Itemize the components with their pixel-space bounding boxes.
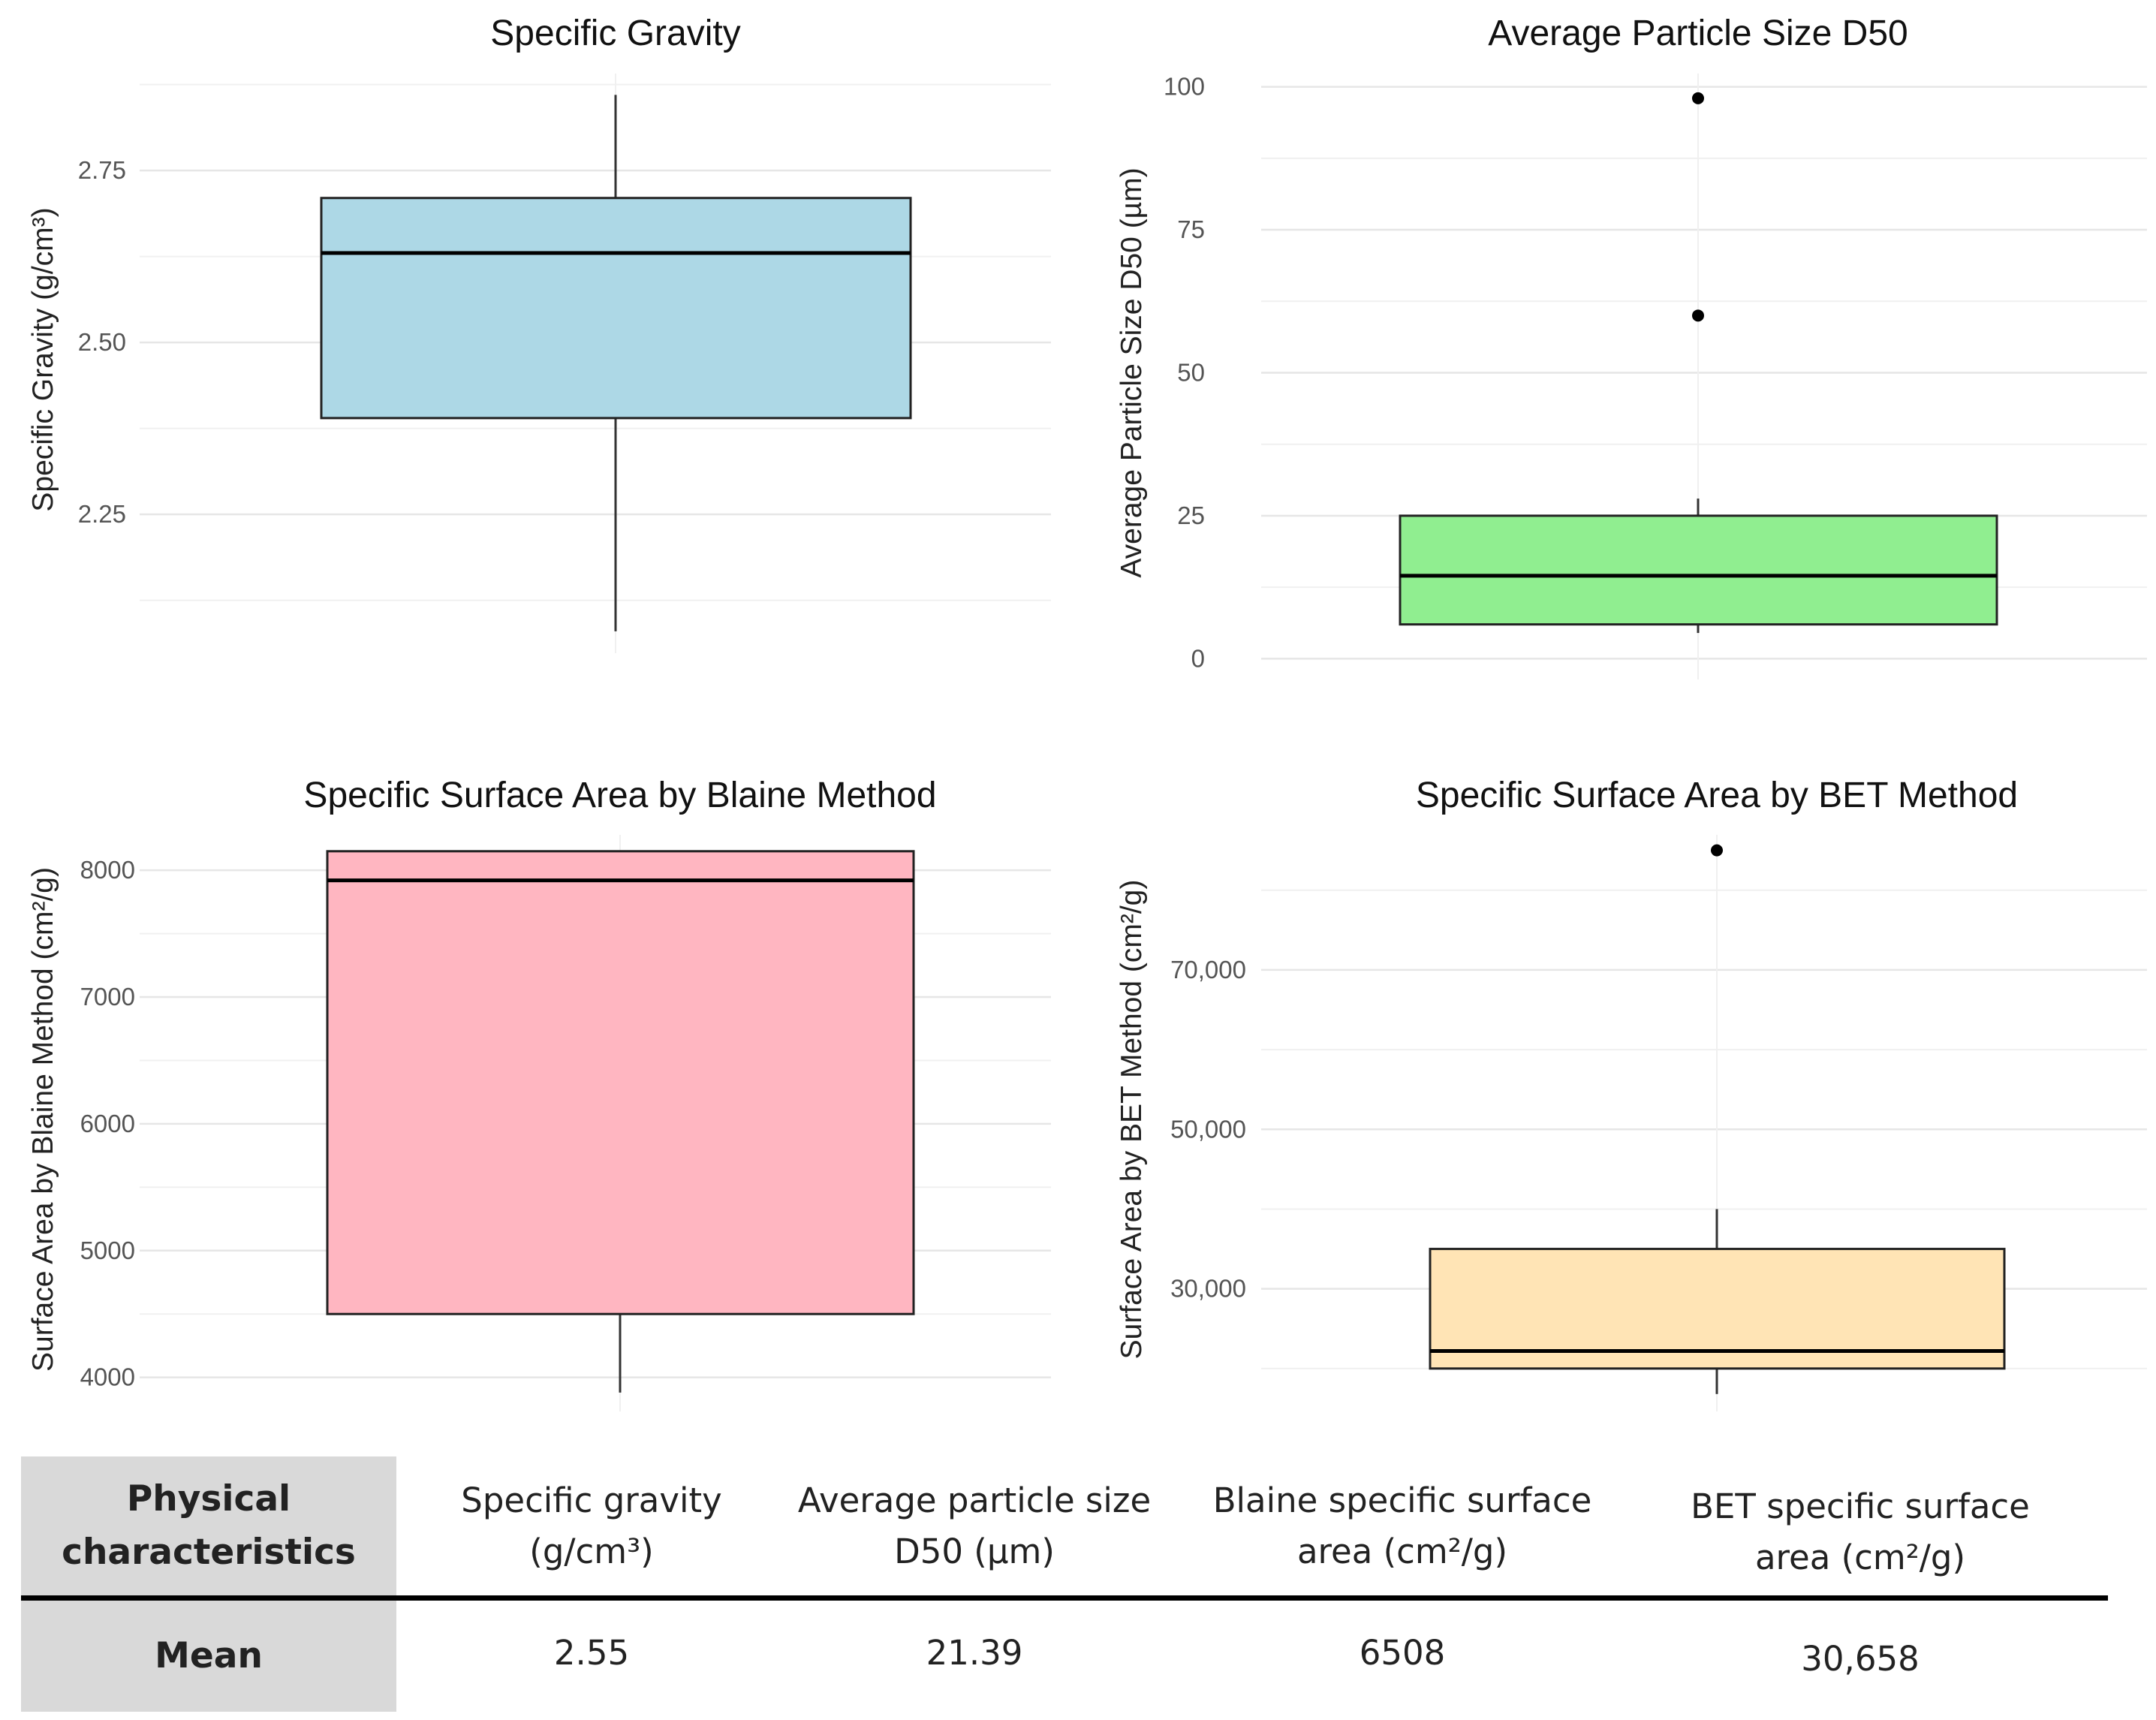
y-tick-label: 50,000	[1170, 1115, 1246, 1143]
y-axis-label: Surface Area by Blaine Method (cm²/g)	[27, 867, 59, 1372]
iqr-box	[320, 197, 912, 420]
y-tick-label: 30,000	[1170, 1275, 1246, 1303]
table-header-blaine-area: Blaine specific surface area (cm²/g)	[1212, 1481, 1592, 1571]
y-tick-label: 100	[1164, 73, 1205, 101]
table-header-bet-area: BET specific surface area (cm²/g)	[1691, 1487, 2030, 1577]
table-header-particle-size: Average particle size D50 (µm)	[797, 1481, 1152, 1571]
iqr-box	[1429, 1248, 2006, 1370]
table-divider-rule	[21, 1595, 2108, 1601]
y-tick-label: 2.25	[78, 500, 126, 528]
table-header-label: Physical characteristics	[21, 1456, 396, 1595]
y-tick-label: 8000	[80, 856, 135, 884]
outlier-point	[1711, 844, 1723, 857]
table-row-label-mean: Mean	[21, 1601, 396, 1712]
chart-title: Specific Surface Area by BET Method	[1416, 776, 2018, 815]
y-tick-label: 0	[1191, 644, 1205, 672]
table-value-blaine-area: 6508	[1359, 1633, 1446, 1673]
y-tick-label: 25	[1177, 502, 1205, 529]
chart-title: Specific Gravity	[490, 14, 740, 53]
y-tick-label: 50	[1177, 359, 1205, 387]
y-tick-label: 6000	[80, 1110, 135, 1137]
chart-title: Average Particle Size D50	[1488, 14, 1908, 53]
table-value-specific-gravity: 2.55	[553, 1633, 630, 1673]
summary-table: Physical characteristics Specific gravit…	[21, 1456, 2108, 1712]
charts-panel: 2.25 2.50 2.75 Specific Gravity Specific Gra…	[27, 14, 2147, 1411]
y-tick-label: 70,000	[1170, 956, 1246, 984]
y-tick-label: 2.75	[78, 156, 126, 184]
table-value-particle-size: 21.39	[926, 1633, 1023, 1673]
iqr-box	[1399, 514, 1998, 626]
outlier-point	[1692, 92, 1704, 104]
y-axis-label: Specific Gravity (g/cm³)	[27, 207, 59, 511]
boxplot-panel-3: 4000 5000 6000 7000 8000 Specific Surface Are…	[27, 776, 1051, 1411]
boxplot-panel-1: 2.25 2.50 2.75 Specific Gravity Specific Gra…	[27, 14, 1051, 653]
y-tick-label: 2.50	[78, 328, 126, 356]
y-axis-label: Surface Area by BET Method (cm²/g)	[1116, 880, 1148, 1360]
y-tick-label: 5000	[80, 1237, 135, 1264]
y-tick-label: 7000	[80, 983, 135, 1011]
table-header-specific-gravity: Specific gravity (g/cm³)	[461, 1481, 722, 1571]
y-axis-label: Average Particle Size D50 (µm)	[1116, 167, 1148, 577]
y-tick-label: 75	[1177, 215, 1205, 243]
y-tick-label: 4000	[80, 1363, 135, 1391]
table-value-bet-area: 30,658	[1801, 1639, 1920, 1679]
boxplot-panel-4: 30,000 50,000 70,000 Specific Surface Area …	[1116, 776, 2147, 1411]
chart-title: Specific Surface Area by Blaine Method	[303, 776, 936, 815]
iqr-box	[326, 850, 915, 1315]
boxplot-panel-2: 0 25 50 75 100 Average Particle Size D50 Avera…	[1116, 14, 2147, 679]
outlier-point	[1692, 309, 1704, 322]
